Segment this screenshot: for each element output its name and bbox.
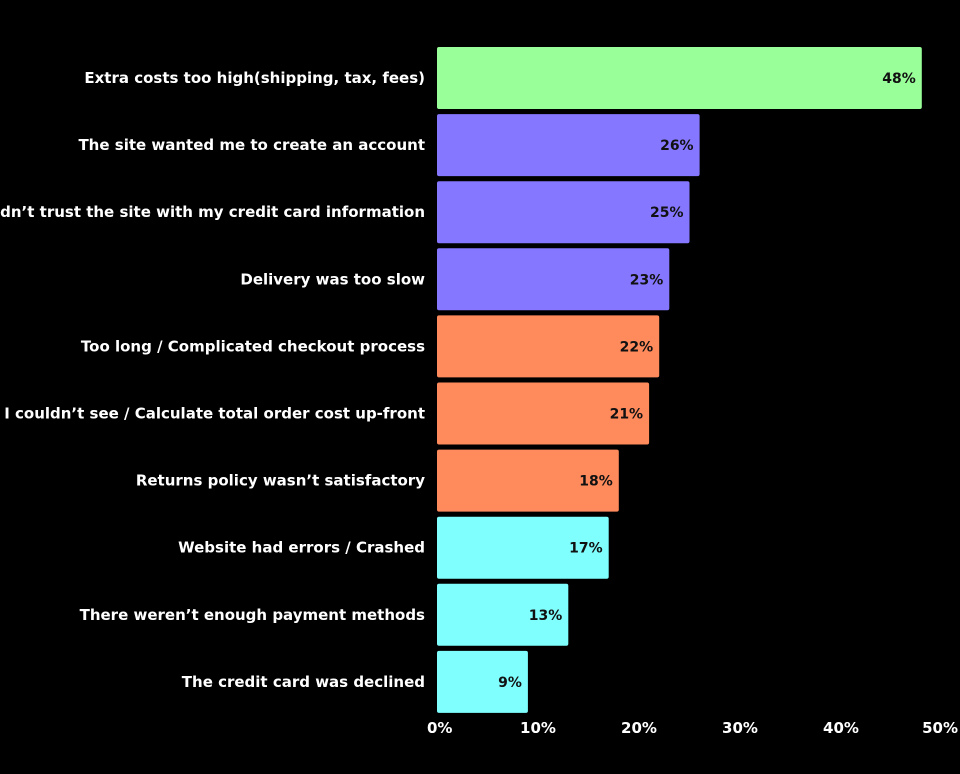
bar xyxy=(437,516,609,579)
x-axis-ticks: 0% 10% 20% 30% 40% 50% xyxy=(427,719,958,737)
bar xyxy=(437,181,690,244)
x-tick-label: 0% xyxy=(427,719,452,737)
bar xyxy=(437,315,660,378)
category-label: There weren’t enough payment methods xyxy=(80,606,425,624)
category-label: The site wanted me to create an account xyxy=(78,136,425,154)
category-label: I didn’t trust the site with my credit c… xyxy=(0,203,425,221)
category-label: Delivery was too slow xyxy=(240,270,425,288)
value-label: 25% xyxy=(650,205,684,221)
bar xyxy=(437,382,650,445)
x-tick-label: 30% xyxy=(722,719,758,737)
x-tick-label: 50% xyxy=(922,719,958,737)
x-tick-label: 20% xyxy=(621,719,657,737)
value-label: 26% xyxy=(660,138,694,154)
value-label: 17% xyxy=(569,541,603,557)
bar xyxy=(437,583,569,646)
bar xyxy=(437,47,922,109)
value-label: 13% xyxy=(529,608,563,624)
bar xyxy=(437,248,670,311)
value-label: 18% xyxy=(579,474,613,490)
value-label: 23% xyxy=(630,272,664,288)
category-label: Website had errors / Crashed xyxy=(178,539,425,557)
value-labels: 48% 26% 25% 23% 22% 21% 18% 17% 13% 9% xyxy=(498,71,916,691)
bar xyxy=(437,449,619,512)
bars-layer xyxy=(437,47,922,713)
category-label: Returns policy wasn’t satisfactory xyxy=(136,472,425,490)
bar xyxy=(437,650,528,713)
value-label: 48% xyxy=(882,71,916,87)
category-labels: Extra costs too high(shipping, tax, fees… xyxy=(0,69,425,691)
category-label: Extra costs too high(shipping, tax, fees… xyxy=(84,69,425,87)
x-tick-label: 10% xyxy=(520,719,556,737)
value-label: 21% xyxy=(610,407,644,423)
value-label: 22% xyxy=(620,339,654,355)
category-label: I couldn’t see / Calculate total order c… xyxy=(4,405,425,423)
value-label: 9% xyxy=(498,675,522,691)
category-label: The credit card was declined xyxy=(182,673,425,691)
bar xyxy=(437,114,700,177)
x-tick-label: 40% xyxy=(823,719,859,737)
category-label: Too long / Complicated checkout process xyxy=(81,337,425,355)
